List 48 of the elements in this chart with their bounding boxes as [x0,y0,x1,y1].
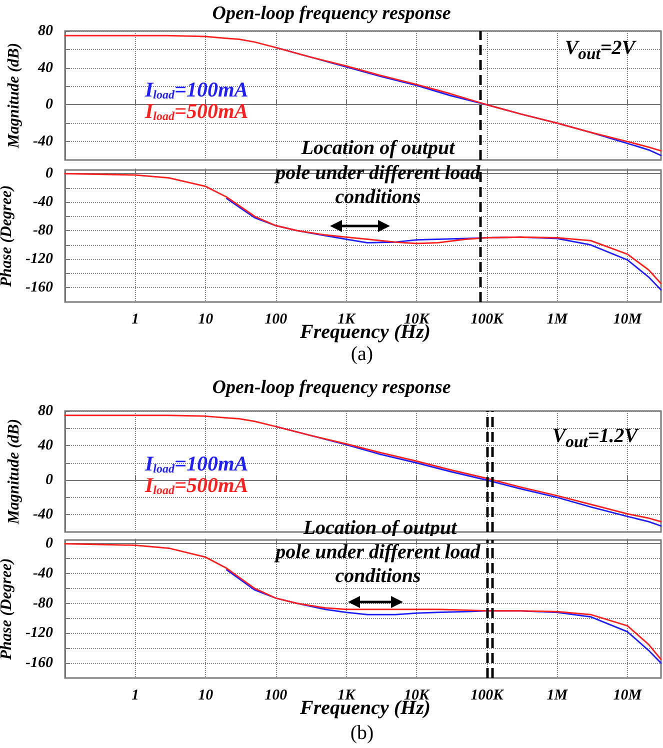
x-tick-label: 10 [198,312,214,328]
chart-title: Open-loop frequency response [212,3,452,24]
x-tick-label: 1 [132,688,140,704]
x-tick-label: 100 [264,688,288,704]
x-tick-label: 100K [470,688,504,704]
y-tick-label: 80 [38,23,54,39]
y-tick-label: -120 [26,251,54,268]
x-tick-label: 1K [337,688,356,704]
y-tick-label: 0 [46,536,54,552]
y-tick-label: 0 [46,96,54,113]
x-tick-label: 1M [546,312,568,328]
x-tick-label: 10 [198,688,214,704]
x-tick-label: 10M [613,688,642,704]
y-axis-title: Magnitude (dB) [6,42,23,150]
annotation: V$_{out}$=2V [564,36,638,65]
y-tick-label: -40 [33,134,54,150]
y-tick-label: -80 [33,222,54,239]
annotation: Location of output [300,136,456,160]
x-tick-label: 10M [613,312,642,328]
y-tick-label: -120 [26,625,54,642]
series-label: Iload=100mA [144,452,248,476]
y-axis-title: Phase (Degree) [0,185,16,288]
text: (b) [349,721,375,745]
x-tick-label: 1 [132,312,140,328]
y-axis-title: Phase (Degree) [0,558,16,661]
annotation: V$_{out}$=1.2V [551,424,640,453]
x-tick-label: 100K [470,312,504,328]
y-tick-label: -160 [26,655,54,672]
y-tick-label: 80 [38,403,54,419]
y-tick-label: -160 [26,280,54,296]
annotation: pole under different load conditions [273,161,482,209]
y-tick-label: 40 [37,60,54,76]
annotation: pole under different load conditions [273,540,482,588]
y-tick-label: -40 [33,194,54,210]
x-tick-label: 1K [337,312,356,328]
x-tick-label: 1M [546,688,568,704]
y-tick-label: 0 [46,472,54,488]
text: Iload=500mA [144,99,248,123]
chart-title: Open-loop frequency response [212,377,452,398]
y-tick-label: 0 [46,166,54,182]
y-axis-title: Magnitude (dB) [6,418,23,526]
series-label: Iload=100mA [144,78,248,102]
y-tick-label: -40 [33,566,54,582]
y-tick-label: -80 [33,595,54,612]
y-tick-label: 40 [37,438,54,454]
y-tick-label: -40 [33,506,54,523]
x-tick-label: 100 [264,312,288,328]
text: (a) [350,342,374,366]
